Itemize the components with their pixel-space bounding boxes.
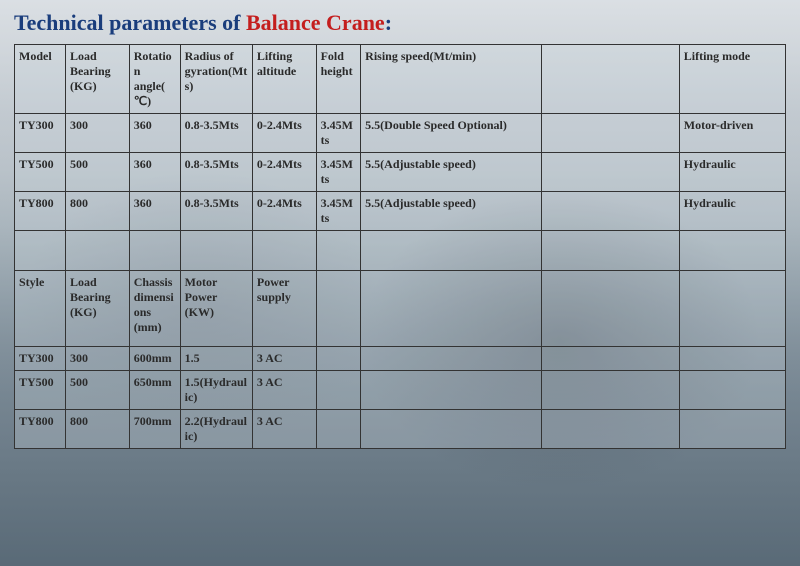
cell: 700mm [129,410,180,449]
th-model: Model [15,45,66,114]
cell: TY800 [15,192,66,231]
params-table-1: Model Load Bearing (KG) Rotation angle(℃… [14,44,786,449]
cell: 360 [129,114,180,153]
cell: TY500 [15,153,66,192]
cell: 1.5 [180,347,252,371]
cell: 500 [65,371,129,410]
cell [541,153,679,192]
cell [361,371,542,410]
cell: 5.5(Double Speed Optional) [361,114,542,153]
table2-row: TY500 500 650mm 1.5(Hydraulic) 3 AC [15,371,786,410]
cell: 360 [129,153,180,192]
title-accent: Balance Crane [246,10,385,35]
cell: 0-2.4Mts [252,192,316,231]
table2-row: TY300 300 600mm 1.5 3 AC [15,347,786,371]
th-e1 [316,271,361,347]
th-rising: Rising speed(Mt/min) [361,45,542,114]
cell: 5.5(Adjustable speed) [361,192,542,231]
th-e3 [541,271,679,347]
cell [316,371,361,410]
cell: 3.45Mts [316,114,361,153]
th-rotation: Rotation angle(℃) [129,45,180,114]
cell [541,410,679,449]
spacer-row [15,231,786,271]
cell: TY500 [15,371,66,410]
cell [316,347,361,371]
th-load: Load Bearing (KG) [65,45,129,114]
cell: 5.5(Adjustable speed) [361,153,542,192]
cell: 800 [65,410,129,449]
th-mode: Lifting mode [679,45,785,114]
cell: Hydraulic [679,153,785,192]
cell: 0.8-3.5Mts [180,114,252,153]
th-empty [541,45,679,114]
cell [361,347,542,371]
cell: 3 AC [252,410,316,449]
cell: Motor-driven [679,114,785,153]
th-motor: Motor Power (KW) [180,271,252,347]
cell: 600mm [129,347,180,371]
cell: 0-2.4Mts [252,114,316,153]
th-power: Power supply [252,271,316,347]
th-radius: Radius of gyration(Mts) [180,45,252,114]
cell: 360 [129,192,180,231]
cell: 300 [65,347,129,371]
cell: 800 [65,192,129,231]
table1-header-row: Model Load Bearing (KG) Rotation angle(℃… [15,45,786,114]
table2-header-row: Style Load Bearing (KG) Chassis dimensio… [15,271,786,347]
title-suffix: : [385,10,392,35]
cell: 3.45Mts [316,192,361,231]
cell [541,371,679,410]
cell: 300 [65,114,129,153]
cell: 650mm [129,371,180,410]
cell [316,410,361,449]
cell: 1.5(Hydraulic) [180,371,252,410]
cell: TY800 [15,410,66,449]
table1-row: TY300 300 360 0.8-3.5Mts 0-2.4Mts 3.45Mt… [15,114,786,153]
cell: 0.8-3.5Mts [180,153,252,192]
cell: 500 [65,153,129,192]
cell [541,114,679,153]
th-fold: Fold height [316,45,361,114]
cell: 0.8-3.5Mts [180,192,252,231]
table1-row: TY500 500 360 0.8-3.5Mts 0-2.4Mts 3.45Mt… [15,153,786,192]
cell: 0-2.4Mts [252,153,316,192]
th-e2 [361,271,542,347]
cell [541,347,679,371]
page-title: Technical parameters of Balance Crane: [14,10,786,36]
cell: 3.45Mts [316,153,361,192]
cell: 3 AC [252,347,316,371]
title-prefix: Technical parameters of [14,10,246,35]
th-chassis: Chassis dimensions (mm) [129,271,180,347]
th-load2: Load Bearing (KG) [65,271,129,347]
table1-row: TY800 800 360 0.8-3.5Mts 0-2.4Mts 3.45Mt… [15,192,786,231]
cell [679,410,785,449]
cell: 3 AC [252,371,316,410]
cell: 2.2(Hydraulic) [180,410,252,449]
cell [679,371,785,410]
th-lifting: Lifting altitude [252,45,316,114]
cell: TY300 [15,347,66,371]
table2-row: TY800 800 700mm 2.2(Hydraulic) 3 AC [15,410,786,449]
cell: TY300 [15,114,66,153]
cell [361,410,542,449]
th-e4 [679,271,785,347]
th-style: Style [15,271,66,347]
cell [679,347,785,371]
cell: Hydraulic [679,192,785,231]
cell [541,192,679,231]
